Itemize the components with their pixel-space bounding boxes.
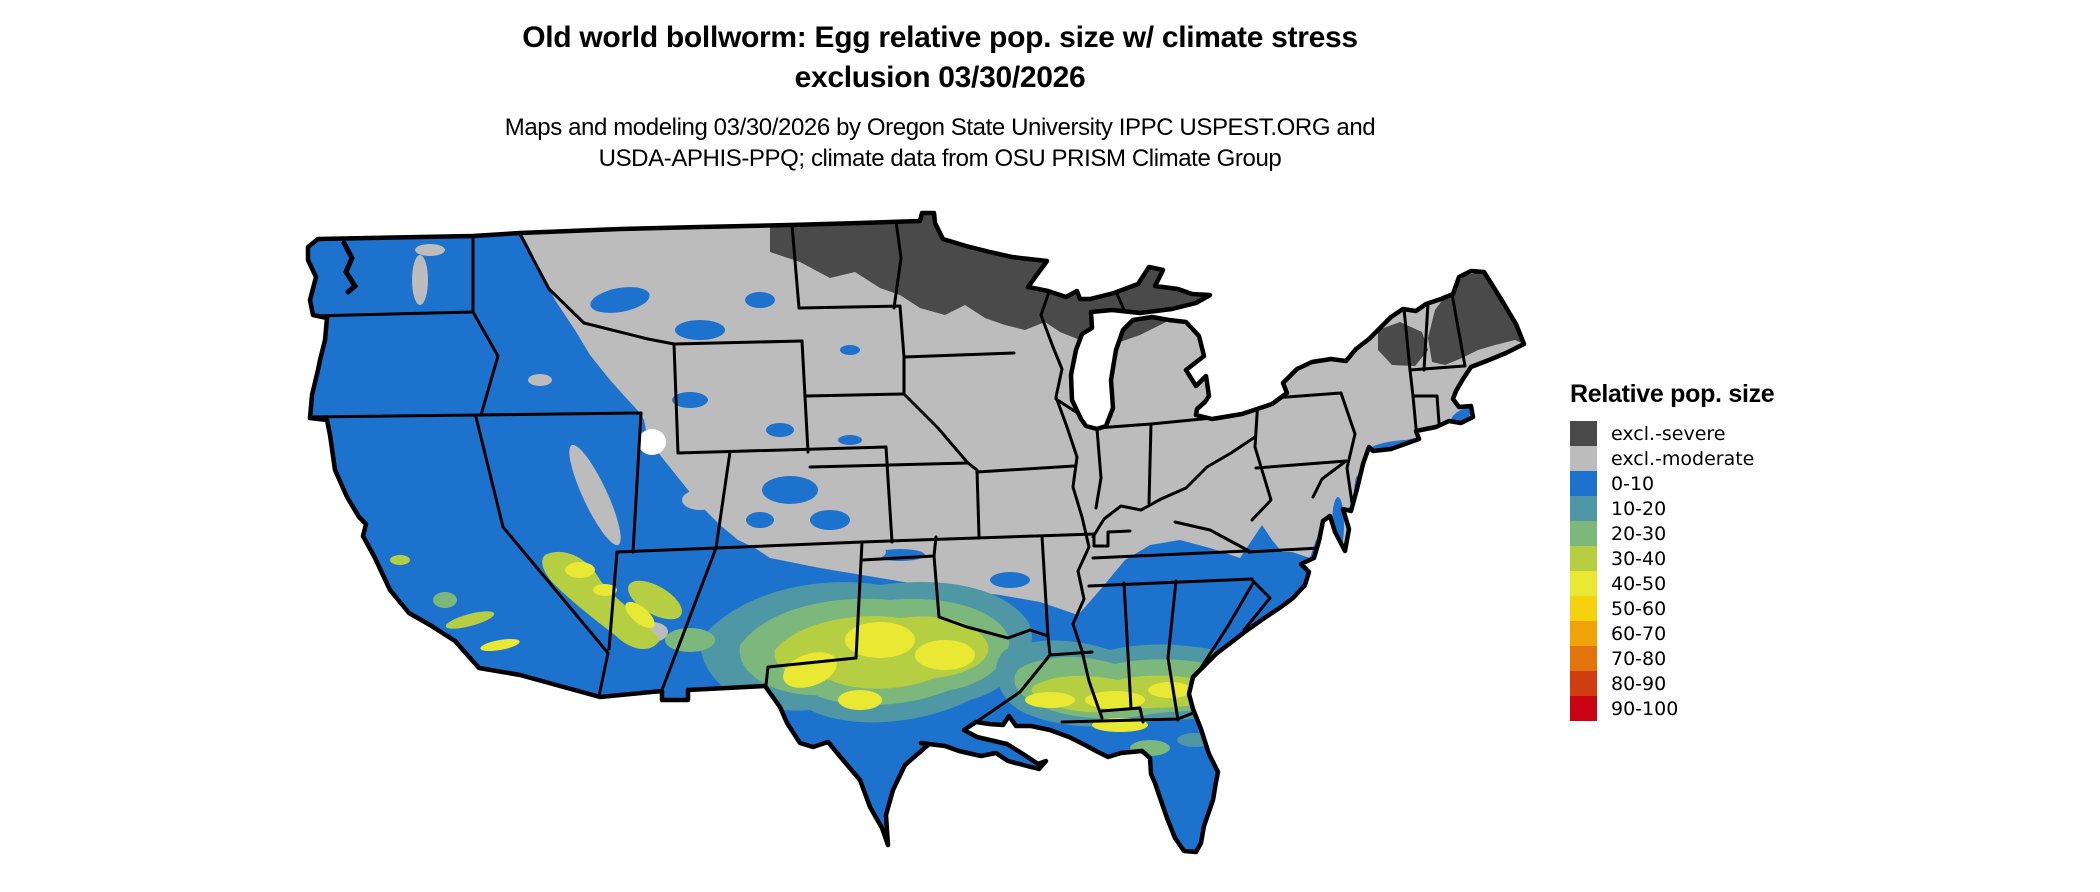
us-outline [305,210,1527,855]
legend-item: excl.-severe [1570,421,1774,446]
legend-label: 0-10 [1611,472,1655,495]
legend-item: 0-10 [1570,471,1774,496]
legend-swatch [1570,596,1597,621]
legend-swatch [1570,471,1597,496]
legend-label: 20-30 [1611,522,1667,545]
legend-item: excl.-moderate [1570,446,1774,471]
legend-label: 10-20 [1611,497,1667,520]
legend-label: excl.-severe [1611,422,1726,445]
subtitle-line-1: Maps and modeling 03/30/2026 by Oregon S… [504,114,1376,141]
legend-item: 10-20 [1570,496,1774,521]
legend-label: 30-40 [1611,547,1667,570]
legend-label: excl.-moderate [1611,447,1755,470]
raster-excl-severe-adirondacks [1378,322,1428,366]
great-salt-lake [638,429,666,455]
legend-item: 40-50 [1570,571,1774,596]
hotspot-texas-40-50 [783,622,975,710]
legend-swatch [1570,546,1597,571]
legend-swatch [1570,696,1597,721]
legend-swatch [1570,521,1597,546]
legend-item: 80-90 [1570,671,1774,696]
legend-swatch [1570,446,1597,471]
legend-label: 40-50 [1611,572,1667,595]
page-title: Old world bollworm: Egg relative pop. si… [240,18,1640,98]
legend-swatch [1570,421,1597,446]
hotspot-arizona-patches [565,562,715,652]
puget-sound [341,240,359,295]
legend-swatch [1570,621,1597,646]
legend-label: 50-60 [1611,597,1667,620]
legend-label: 60-70 [1611,622,1667,645]
legend-label: 90-100 [1611,697,1679,720]
page-subtitle: Maps and modeling 03/30/2026 by Oregon S… [240,112,1640,174]
legend-item: 30-40 [1570,546,1774,571]
legend-item: 50-60 [1570,596,1774,621]
legend-swatch [1570,671,1597,696]
legend-item: 20-30 [1570,521,1774,546]
subtitle-line-2: USDA-APHIS-PPQ; climate data from OSU PR… [598,145,1282,172]
legend-label: 80-90 [1611,672,1667,695]
legend: Relative pop. size excl.-severe excl.-mo… [1570,380,1775,721]
title-line-1: Old world bollworm: Egg relative pop. si… [522,21,1358,54]
legend-item: 70-80 [1570,646,1774,671]
legend-item: 90-100 [1570,696,1774,721]
legend-swatch [1570,571,1597,596]
legend-label: 70-80 [1611,647,1667,670]
legend-swatch [1570,496,1597,521]
hotspot-socal-streaks [390,555,520,652]
legend-item: 60-70 [1570,621,1774,646]
raster-gray-patches [412,244,886,642]
title-line-2: exclusion 03/30/2026 [794,61,1086,94]
legend-title: Relative pop. size [1570,380,1775,408]
map-raster-layers [308,213,1524,882]
florida-keys [1162,872,1203,882]
legend-swatch [1570,646,1597,671]
